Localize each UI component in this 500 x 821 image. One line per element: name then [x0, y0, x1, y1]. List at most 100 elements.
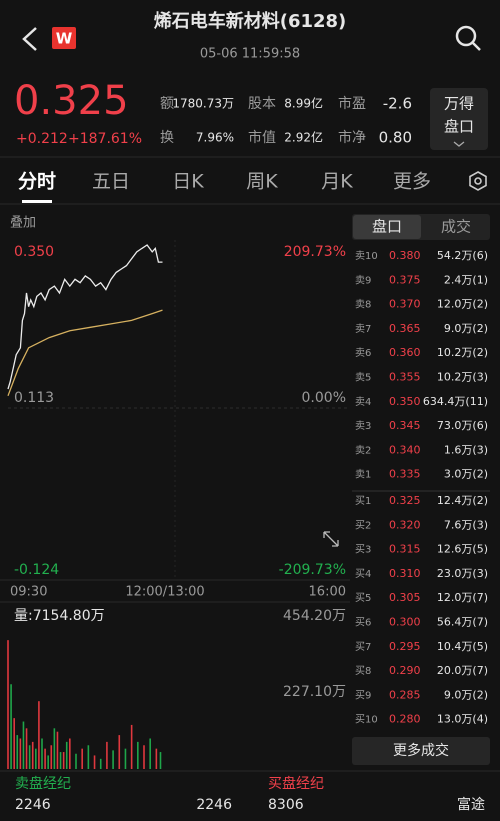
- stat-value: 1780.73万: [172, 97, 234, 111]
- volume-bar: [137, 741, 139, 769]
- price-line: [7, 244, 163, 390]
- time-label: 09:30: [10, 585, 47, 600]
- book-volume: 10.2万(2): [437, 346, 488, 359]
- volume-bar: [87, 745, 90, 769]
- time-label: 12:00/13:00: [125, 585, 204, 600]
- book-level: 买3: [355, 544, 371, 556]
- time-label: 16:00: [309, 585, 346, 600]
- volume-bar: [44, 748, 46, 769]
- book-volume: 2.4万(1): [444, 273, 488, 286]
- book-volume: 12.0万(7): [437, 591, 488, 604]
- volume-bar: [112, 750, 114, 769]
- back-button[interactable]: [22, 27, 37, 51]
- search-button[interactable]: [455, 25, 481, 51]
- price-axis-label: 0.350: [14, 244, 54, 260]
- book-tab[interactable]: 成交: [441, 218, 471, 236]
- book-level: 买8: [355, 665, 371, 677]
- volume-bar: [28, 745, 31, 769]
- volume-axis-label: 454.20万: [283, 608, 346, 624]
- book-price: 0.295: [389, 640, 421, 653]
- volume-bar: [50, 745, 53, 769]
- book-volume: 1.6万(3): [444, 443, 488, 456]
- book-volume: 13.0万(4): [437, 713, 488, 726]
- volume-title: 量:7154.80万: [14, 608, 105, 624]
- book-volume: 12.0万(2): [437, 298, 488, 311]
- pct-axis-label: 209.73%: [284, 244, 346, 260]
- book-price: 0.325: [389, 494, 421, 507]
- book-volume: 23.0万(3): [437, 567, 488, 580]
- book-price: 0.315: [389, 543, 421, 556]
- book-level: 买9: [355, 689, 371, 701]
- book-volume: 12.6万(5): [437, 543, 488, 556]
- tab[interactable]: 五日: [92, 171, 130, 193]
- tab-indicator: [22, 200, 52, 203]
- search-icon: [472, 42, 481, 51]
- volume-bar: [25, 728, 28, 769]
- stat-label: 市值: [248, 129, 276, 146]
- book-volume: 10.4万(5): [437, 640, 488, 653]
- expand-icon: [323, 531, 339, 547]
- tabs: 分时 五日 日K 周K 月K 更多: [18, 171, 431, 203]
- book-level: 买2: [355, 519, 371, 531]
- book-tab-active: [353, 215, 421, 239]
- tab[interactable]: 日K: [172, 171, 204, 193]
- book-level: 买7: [355, 641, 371, 653]
- stat-label: 额: [160, 96, 174, 112]
- volume-bar: [53, 728, 56, 769]
- stat-label: 换: [160, 129, 174, 146]
- broker-value: 2246: [196, 797, 232, 813]
- book-level: 买1: [355, 495, 371, 507]
- book-level: 卖4: [355, 396, 371, 408]
- volume-bar: [81, 748, 83, 769]
- more-trades-button[interactable]: [352, 737, 490, 765]
- book-price: 0.310: [389, 567, 421, 580]
- tab[interactable]: 分时: [18, 171, 56, 193]
- volume-bar: [159, 752, 162, 769]
- search-icon: [455, 25, 477, 47]
- volume-bar: [19, 738, 22, 769]
- volume-bar: [13, 718, 15, 769]
- book-price: 0.365: [389, 322, 421, 335]
- book-level: 卖10: [355, 250, 378, 262]
- book-price: 0.320: [389, 518, 421, 531]
- broker-count: 2246: [15, 797, 51, 813]
- stat-label: 市净: [338, 129, 366, 146]
- last-price: 0.325: [14, 78, 129, 124]
- broker-value: 富途: [457, 796, 485, 813]
- book-price: 0.285: [389, 688, 421, 701]
- book-price: 0.360: [389, 346, 421, 359]
- tab[interactable]: 月K: [321, 171, 353, 193]
- broker-title: 买盘经纪: [268, 775, 324, 792]
- volume-bar: [99, 758, 102, 769]
- book-level: 卖6: [355, 347, 371, 359]
- book-level: 买5: [355, 592, 371, 604]
- book-level: 卖5: [355, 372, 371, 384]
- overlay-button[interactable]: 叠加: [10, 216, 36, 231]
- stat-label: 股本: [248, 96, 276, 112]
- wind-button-label: 万得: [444, 95, 474, 113]
- settings-button[interactable]: [469, 171, 487, 191]
- price-change-pct: +187.61%: [68, 131, 142, 147]
- book-level: 买10: [355, 714, 378, 726]
- stat-value: 0.80: [379, 129, 412, 147]
- book-volume: 12.4万(2): [437, 494, 488, 507]
- book-tab[interactable]: 盘口: [372, 218, 402, 236]
- volume-bar: [22, 721, 25, 769]
- volume-bar: [47, 755, 49, 769]
- pct-axis-label: -209.73%: [279, 562, 346, 578]
- volume-bar: [10, 684, 12, 769]
- book-volume: 73.0万(6): [437, 419, 488, 432]
- stat-value: 7.96%: [196, 131, 234, 145]
- book-price: 0.355: [389, 371, 421, 384]
- tab[interactable]: 更多: [393, 171, 431, 193]
- book-price: 0.340: [389, 443, 421, 456]
- expand-button[interactable]: [323, 531, 339, 547]
- tab[interactable]: 周K: [246, 171, 278, 193]
- volume-bar: [149, 738, 151, 769]
- book-level: 卖8: [355, 299, 371, 311]
- badge-text: W: [56, 30, 73, 48]
- book-price: 0.375: [389, 273, 421, 286]
- wind-button[interactable]: [430, 88, 488, 150]
- volume-bar: [143, 745, 145, 769]
